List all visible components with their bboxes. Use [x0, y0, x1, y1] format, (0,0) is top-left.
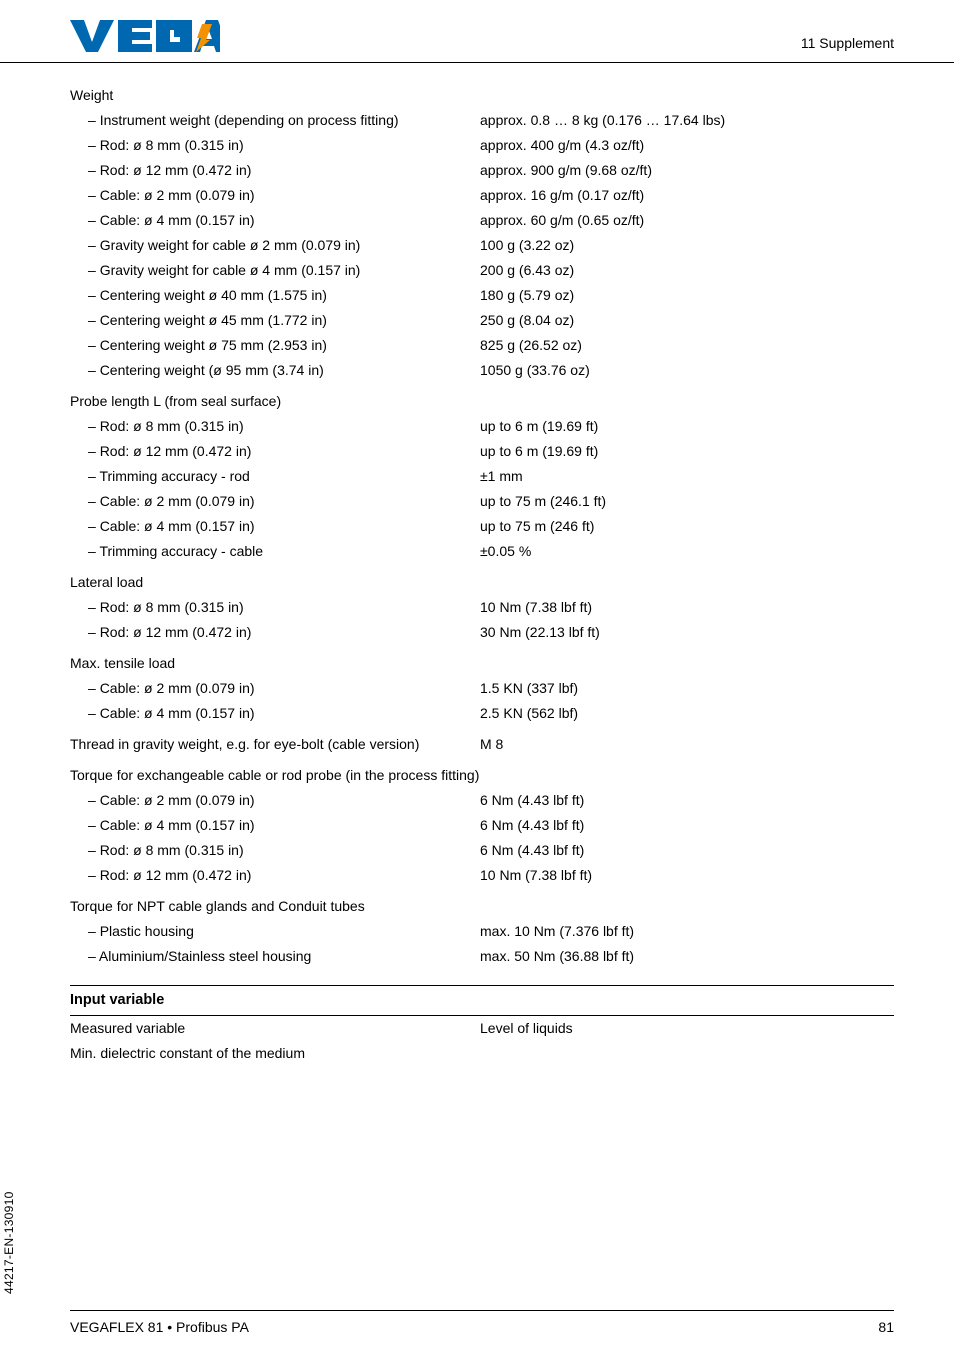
- footer-page-number: 81: [878, 1317, 894, 1338]
- probe-item-label: Rod: ø 8 mm (0.315 in): [70, 416, 480, 437]
- probe-item-label: Cable: ø 4 mm (0.157 in): [70, 516, 480, 537]
- torque-exch-item-label: Rod: ø 12 mm (0.472 in): [70, 865, 480, 886]
- weight-item-value: approx. 0.8 … 8 kg (0.176 … 17.64 lbs): [480, 110, 894, 131]
- probe-length-heading: Probe length L (from seal surface): [70, 391, 894, 412]
- weight-item-value: 250 g (8.04 oz): [480, 310, 894, 331]
- weight-item-label: Instrument weight (depending on process …: [70, 110, 480, 131]
- thread-label: Thread in gravity weight, e.g. for eye-b…: [70, 734, 480, 755]
- probe-item-label: Trimming accuracy - rod: [70, 466, 480, 487]
- torque-npt-item-value: max. 10 Nm (7.376 lbf ft): [480, 921, 894, 942]
- torque-exch-item-value: 6 Nm (4.43 lbf ft): [480, 840, 894, 861]
- tensile-item-value: 2.5 KN (562 lbf): [480, 703, 894, 724]
- weight-item-value: 200 g (6.43 oz): [480, 260, 894, 281]
- torque-npt-item-value: max. 50 Nm (36.88 lbf ft): [480, 946, 894, 967]
- footer-product: VEGAFLEX 81 • Profibus PA: [70, 1317, 249, 1338]
- probe-item-value: ±1 mm: [480, 466, 894, 487]
- torque-exch-item-value: 6 Nm (4.43 lbf ft): [480, 815, 894, 836]
- torque-exch-item-value: 10 Nm (7.38 lbf ft): [480, 865, 894, 886]
- lateral-item-label: Rod: ø 12 mm (0.472 in): [70, 622, 480, 643]
- tensile-item-label: Cable: ø 2 mm (0.079 in): [70, 678, 480, 699]
- lateral-item-label: Rod: ø 8 mm (0.315 in): [70, 597, 480, 618]
- weight-heading: Weight: [70, 85, 894, 106]
- dielectric-label: Min. dielectric constant of the medium: [70, 1043, 480, 1064]
- probe-item-value: up to 6 m (19.69 ft): [480, 416, 894, 437]
- torque-exch-item-label: Cable: ø 4 mm (0.157 in): [70, 815, 480, 836]
- max-tensile-heading: Max. tensile load: [70, 653, 894, 674]
- weight-item-value: approx. 16 g/m (0.17 oz/ft): [480, 185, 894, 206]
- probe-item-label: Cable: ø 2 mm (0.079 in): [70, 491, 480, 512]
- weight-item-label: Gravity weight for cable ø 2 mm (0.079 i…: [70, 235, 480, 256]
- torque-exch-item-label: Rod: ø 8 mm (0.315 in): [70, 840, 480, 861]
- torque-exchangeable-heading: Torque for exchangeable cable or rod pro…: [70, 765, 894, 786]
- weight-item-label: Rod: ø 8 mm (0.315 in): [70, 135, 480, 156]
- probe-item-label: Rod: ø 12 mm (0.472 in): [70, 441, 480, 462]
- tensile-item-label: Cable: ø 4 mm (0.157 in): [70, 703, 480, 724]
- measured-variable-label: Measured variable: [70, 1018, 480, 1039]
- weight-item-label: Cable: ø 2 mm (0.079 in): [70, 185, 480, 206]
- weight-item-label: Cable: ø 4 mm (0.157 in): [70, 210, 480, 231]
- vega-logo: [70, 18, 220, 54]
- weight-item-label: Rod: ø 12 mm (0.472 in): [70, 160, 480, 181]
- measured-variable-value: Level of liquids: [480, 1018, 894, 1039]
- weight-item-value: 1050 g (33.76 oz): [480, 360, 894, 381]
- lateral-load-heading: Lateral load: [70, 572, 894, 593]
- document-code: 44217-EN-130910: [0, 1191, 18, 1294]
- lateral-item-value: 30 Nm (22.13 lbf ft): [480, 622, 894, 643]
- weight-item-value: approx. 900 g/m (9.68 oz/ft): [480, 160, 894, 181]
- weight-item-value: 100 g (3.22 oz): [480, 235, 894, 256]
- torque-npt-heading: Torque for NPT cable glands and Conduit …: [70, 896, 894, 917]
- weight-item-value: 825 g (26.52 oz): [480, 335, 894, 356]
- weight-item-label: Centering weight ø 45 mm (1.772 in): [70, 310, 480, 331]
- weight-item-label: Centering weight (ø 95 mm (3.74 in): [70, 360, 480, 381]
- weight-item-label: Centering weight ø 75 mm (2.953 in): [70, 335, 480, 356]
- torque-npt-item-label: Plastic housing: [70, 921, 480, 942]
- input-variable-heading: Input variable: [70, 985, 894, 1016]
- probe-item-value: up to 75 m (246.1 ft): [480, 491, 894, 512]
- thread-value: M 8: [480, 734, 894, 755]
- lateral-item-value: 10 Nm (7.38 lbf ft): [480, 597, 894, 618]
- torque-npt-item-label: Aluminium/Stainless steel housing: [70, 946, 480, 967]
- weight-item-label: Gravity weight for cable ø 4 mm (0.157 i…: [70, 260, 480, 281]
- probe-item-value: up to 6 m (19.69 ft): [480, 441, 894, 462]
- probe-item-value: ±0.05 %: [480, 541, 894, 562]
- weight-item-value: approx. 60 g/m (0.65 oz/ft): [480, 210, 894, 231]
- weight-item-value: 180 g (5.79 oz): [480, 285, 894, 306]
- weight-item-label: Centering weight ø 40 mm (1.575 in): [70, 285, 480, 306]
- probe-item-value: up to 75 m (246 ft): [480, 516, 894, 537]
- chapter-label: 11 Supplement: [801, 33, 894, 54]
- torque-exch-item-label: Cable: ø 2 mm (0.079 in): [70, 790, 480, 811]
- probe-item-label: Trimming accuracy - cable: [70, 541, 480, 562]
- tensile-item-value: 1.5 KN (337 lbf): [480, 678, 894, 699]
- weight-item-value: approx. 400 g/m (4.3 oz/ft): [480, 135, 894, 156]
- torque-exch-item-value: 6 Nm (4.43 lbf ft): [480, 790, 894, 811]
